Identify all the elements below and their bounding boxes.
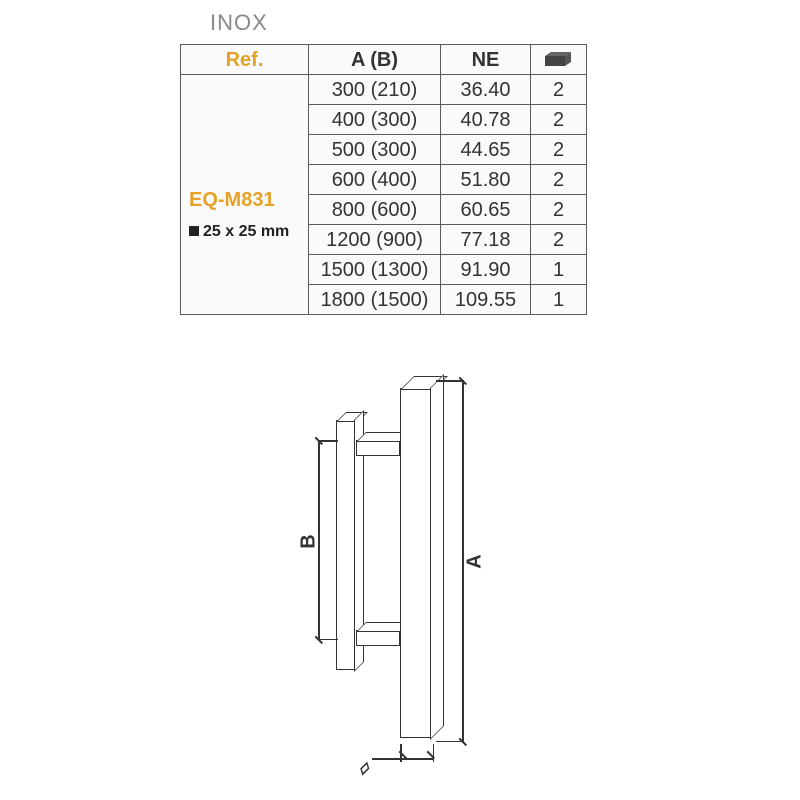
- cell-ne: 109.55: [441, 285, 531, 315]
- cell-ne: 44.65: [441, 135, 531, 165]
- ref-cell: EQ-M831 25 x 25 mm: [181, 75, 309, 315]
- dimension-label-a: A: [464, 554, 487, 568]
- cell-ne: 91.90: [441, 255, 531, 285]
- diagram-back-bar: [336, 420, 356, 670]
- cell-ne: 51.80: [441, 165, 531, 195]
- cell-ab: 1200 (900): [309, 225, 441, 255]
- diagram-standoff-bottom: [356, 630, 400, 646]
- cell-qty: 2: [531, 195, 587, 225]
- cell-qty: 1: [531, 255, 587, 285]
- ref-dimension: 25 x 25 mm: [189, 223, 289, 240]
- cell-ne: 60.65: [441, 195, 531, 225]
- dimension-label-section: ▱: [353, 757, 376, 780]
- cell-ne: 36.40: [441, 75, 531, 105]
- col-header-ref: Ref.: [181, 45, 309, 75]
- cell-ab: 600 (400): [309, 165, 441, 195]
- spec-table: Ref. A (B) NE EQ-M831 25 x 25 mm 300 (21…: [180, 44, 587, 315]
- cell-ne: 77.18: [441, 225, 531, 255]
- cell-ab: 400 (300): [309, 105, 441, 135]
- cell-qty: 2: [531, 105, 587, 135]
- cell-qty: 1: [531, 285, 587, 315]
- cell-ab: 1500 (1300): [309, 255, 441, 285]
- col-header-ne: NE: [441, 45, 531, 75]
- dimension-line-section: [400, 758, 434, 760]
- ref-code: EQ-M831: [189, 190, 300, 210]
- cell-qty: 2: [531, 75, 587, 105]
- cell-ab: 300 (210): [309, 75, 441, 105]
- cell-qty: 2: [531, 165, 587, 195]
- cell-ab: 500 (300): [309, 135, 441, 165]
- cell-qty: 2: [531, 225, 587, 255]
- diagram-standoff-top: [356, 440, 400, 456]
- product-diagram: A B ▱: [240, 380, 560, 780]
- page-title: INOX: [210, 10, 268, 36]
- cell-ab: 1800 (1500): [309, 285, 441, 315]
- dimension-label-b: B: [298, 534, 321, 548]
- box-3d-icon: [545, 52, 573, 66]
- diagram-main-bar: [400, 388, 432, 738]
- col-header-qty: [531, 45, 587, 75]
- cell-ne: 40.78: [441, 105, 531, 135]
- cell-ab: 800 (600): [309, 195, 441, 225]
- table-row: EQ-M831 25 x 25 mm 300 (210) 36.40 2: [181, 75, 587, 105]
- cell-qty: 2: [531, 135, 587, 165]
- table-header-row: Ref. A (B) NE: [181, 45, 587, 75]
- col-header-ab: A (B): [309, 45, 441, 75]
